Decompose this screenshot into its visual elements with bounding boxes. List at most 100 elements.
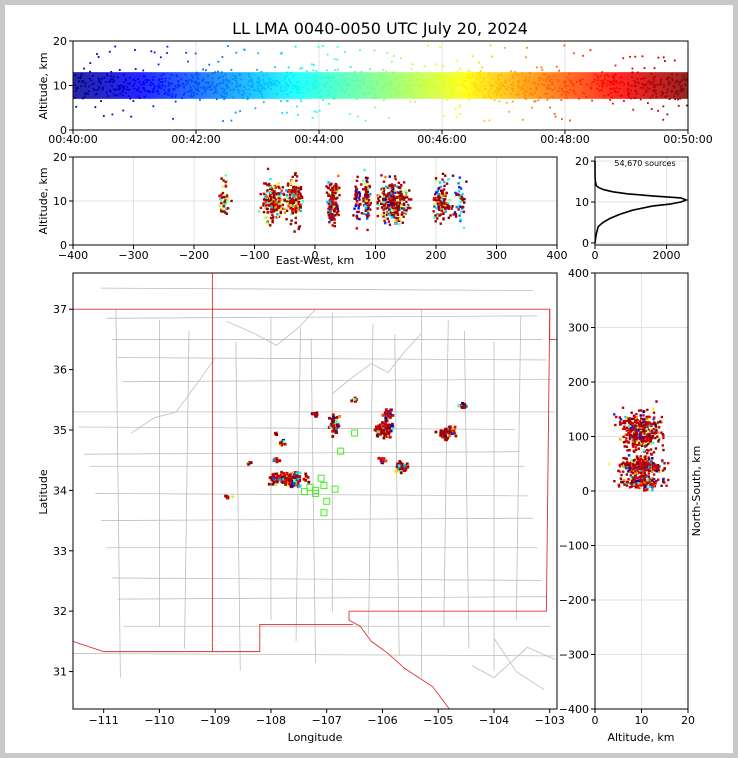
p1-source [619,81,622,84]
p1-source [655,92,658,95]
p1-source [314,82,317,85]
p2-source [220,196,224,199]
p1-source [310,63,313,66]
p1-source [207,81,210,84]
p2-source [458,214,461,217]
p1-source [634,55,637,58]
p2-source [434,177,438,180]
p5-source [652,461,655,465]
p2-source [369,208,372,211]
p4-xtick-label: −105 [423,714,453,727]
p1-source [374,106,377,109]
p5-source [613,413,616,416]
p2-source [445,182,449,185]
p1-source [522,80,525,83]
p2-source [448,205,451,208]
p5-source [626,460,629,464]
p1-source [478,61,481,64]
p4-source [391,414,395,417]
p5-source [632,417,636,420]
p1-source [461,92,463,95]
p1-source [274,66,276,69]
p2-source [292,189,295,192]
p5-ytick-label: −300 [559,649,589,662]
p2-source [437,198,441,202]
p2-source [224,180,227,184]
p1-source [652,83,655,86]
p1-source [483,87,486,90]
p1-source [402,78,405,81]
p2-source [440,194,443,197]
p1-source [548,75,551,78]
p5-source [656,464,659,468]
p4-source [289,479,292,483]
p2-source [393,216,397,219]
p2-source [329,188,332,192]
p2-source [272,185,275,188]
p2-source [221,208,224,211]
p5-source [644,426,647,430]
p1-source [560,99,563,101]
p1-source [419,83,422,86]
p1-source [292,84,295,86]
p2-source [327,181,330,184]
p1-source [179,84,181,87]
p2-source [357,207,360,210]
p1-source [387,90,390,93]
p2-source [397,219,401,223]
p1-source [612,79,615,82]
p5-source [649,469,652,473]
p1-source [100,100,102,102]
p5-source [630,470,633,474]
p2-source [390,216,394,219]
p2-source [440,204,443,207]
p1-source [296,88,299,91]
p2-source [285,193,289,197]
p1-source [356,86,359,88]
p1-source [600,89,603,92]
p1-source [596,76,599,78]
p5-source [652,427,656,431]
p5-source [628,434,632,438]
p4-source [375,434,379,437]
p1-source [239,85,242,88]
p2-source [329,199,333,203]
p1-source [410,78,413,81]
p2-source [224,174,227,177]
p1-source [389,83,392,86]
p5-source [627,454,631,457]
p1-source [566,76,569,79]
p1-source [167,89,170,91]
p1-source [409,100,412,103]
p1-source [297,86,300,89]
p4-source [454,434,458,438]
p1-source [278,82,281,85]
p1-source [395,89,398,92]
p5-source [630,466,633,469]
p1-source [362,79,365,82]
p1-source [551,82,554,85]
p1-sources [73,44,688,122]
p2-source [292,193,295,197]
p1-source [610,92,612,94]
p1-source [549,78,551,81]
p1-source [521,72,523,75]
p1-source [227,85,230,88]
p1-source [308,87,310,90]
p1-source [397,83,400,86]
p1-source [349,66,352,68]
p2-source [442,188,446,191]
p2-source [382,211,386,215]
p4-source [391,422,394,426]
p5-source [618,463,622,467]
p5-source [635,425,638,428]
p4-source [446,436,450,440]
p5-source [643,432,646,435]
p1-source [635,92,638,95]
p1-source [557,90,560,92]
p2-source [441,191,444,195]
p1-source [491,77,493,80]
p1-source [185,51,188,54]
p1-source [313,86,315,89]
p1-source [385,80,388,83]
